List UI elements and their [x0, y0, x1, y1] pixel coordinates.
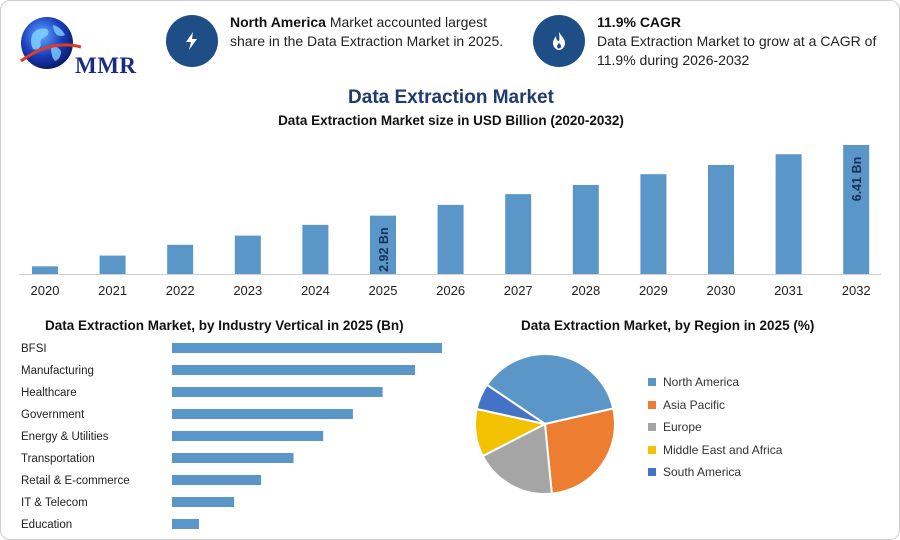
tick-label-2032: 2032 [842, 283, 871, 298]
bar-it-telecom [172, 497, 235, 507]
tick-label-2030: 2030 [707, 283, 736, 298]
category-label: BFSI [21, 343, 47, 355]
bar-education [172, 519, 199, 529]
slice-north-america [485, 353, 615, 426]
info-text: 11.9% CAGR Data Extraction Market to grow… [597, 13, 893, 70]
region-pie-chart [474, 353, 616, 496]
tick-label-2020: 2020 [31, 283, 60, 298]
legend-label: Europe [663, 420, 702, 435]
bar-2023 [234, 235, 261, 274]
bar-healthcare [172, 387, 383, 397]
bar-government [172, 409, 353, 419]
globe-icon [20, 17, 82, 69]
info-circle [166, 15, 218, 67]
lightning-icon [186, 32, 197, 50]
bar-2025 [370, 215, 396, 274]
slice-europe [481, 422, 553, 496]
tick-label-2025: 2025 [369, 283, 398, 298]
info-circle [533, 15, 585, 67]
tick-label-2027: 2027 [504, 283, 533, 298]
bar-2020 [32, 266, 58, 274]
bar-2021 [99, 255, 126, 274]
bar-2030 [708, 164, 734, 274]
data-label-2025: 2.92 Bn [377, 227, 391, 271]
tick-label-2028: 2028 [571, 283, 600, 298]
tick-label-2026: 2026 [436, 283, 465, 298]
legend-label: Middle East and Africa [663, 442, 783, 457]
bar-retail-e-commerce [172, 475, 262, 485]
data-label-2032: 6.41 Bn [850, 157, 864, 201]
legend-label: South America [663, 465, 742, 480]
tick-label-2031: 2031 [774, 283, 803, 298]
bar-2032 [843, 145, 870, 274]
bar-2027 [505, 194, 532, 274]
bar-2031 [775, 154, 802, 274]
info-body: Data Extraction Market to grow at a CAGR… [597, 33, 877, 68]
category-label: Healthcare [21, 387, 77, 399]
chart-subtitle: Data Extraction Market size in USD Billi… [278, 113, 624, 128]
slice-asia-pacific [543, 407, 616, 495]
bar-2026 [437, 204, 464, 274]
industry-bar-chart: BFSI Manufacturing Healthcare Government Ene… [21, 343, 442, 531]
legend-swatch [648, 400, 656, 409]
info-north-america: North America Market accounted largest s… [166, 13, 511, 67]
bar-2022 [167, 244, 194, 274]
category-label: Transportation [21, 453, 95, 465]
mmr-logo: MMR [15, 11, 145, 81]
legend-swatch [648, 468, 656, 477]
info-bold: North America [230, 14, 326, 30]
category-label: Manufacturing [21, 365, 94, 377]
market-size-bar-chart: 2020 2021 2022 2023 2024 2025 2.92 Bn 2026 2027 2… [19, 145, 881, 298]
industry-chart-title: Data Extraction Market, by Industry Vert… [45, 318, 404, 333]
page-title: Data Extraction Market [348, 87, 554, 108]
bar-bfsi [172, 343, 442, 353]
flame-icon [553, 32, 565, 50]
bar-energy-utilities [172, 431, 324, 441]
info-body: Market accounted largest share in the Da… [230, 14, 504, 49]
category-label: Retail & E-commerce [21, 475, 130, 487]
bar-2024 [302, 224, 329, 274]
legend-swatch [648, 445, 656, 454]
tick-label-2023: 2023 [233, 283, 262, 298]
bar-2029 [640, 174, 667, 274]
info-bold: 11.9% CAGR [597, 14, 682, 30]
legend-item: Middle East and Africa [648, 439, 782, 462]
region-chart-title: Data Extraction Market, by Region in 202… [521, 318, 815, 333]
info-text: North America Market accounted largest s… [230, 13, 511, 51]
legend-label: North America [663, 375, 740, 390]
bar-transportation [172, 453, 294, 463]
legend-swatch [648, 423, 656, 432]
tick-label-2021: 2021 [98, 283, 127, 298]
legend-item: Asia Pacific [648, 394, 782, 417]
category-label: IT & Telecom [21, 497, 88, 509]
category-label: Education [21, 519, 72, 531]
tick-label-2029: 2029 [639, 283, 668, 298]
bar-2028 [572, 184, 599, 274]
legend-swatch [648, 378, 656, 387]
tick-label-2022: 2022 [166, 283, 195, 298]
tick-label-2024: 2024 [301, 283, 330, 298]
info-cagr: 11.9% CAGR Data Extraction Market to grow… [533, 13, 893, 70]
slice-south-america [475, 383, 546, 425]
legend-item: South America [648, 461, 782, 484]
region-legend: North America Asia Pacific Europe Middle Ea… [648, 371, 782, 484]
legend-label: Asia Pacific [663, 397, 726, 412]
legend-item: North America [648, 371, 782, 394]
category-label: Government [21, 409, 85, 421]
logo-text: MMR [75, 53, 137, 78]
legend-item: Europe [648, 416, 782, 439]
bar-manufacturing [172, 365, 415, 375]
category-label: Energy & Utilities [21, 431, 109, 443]
